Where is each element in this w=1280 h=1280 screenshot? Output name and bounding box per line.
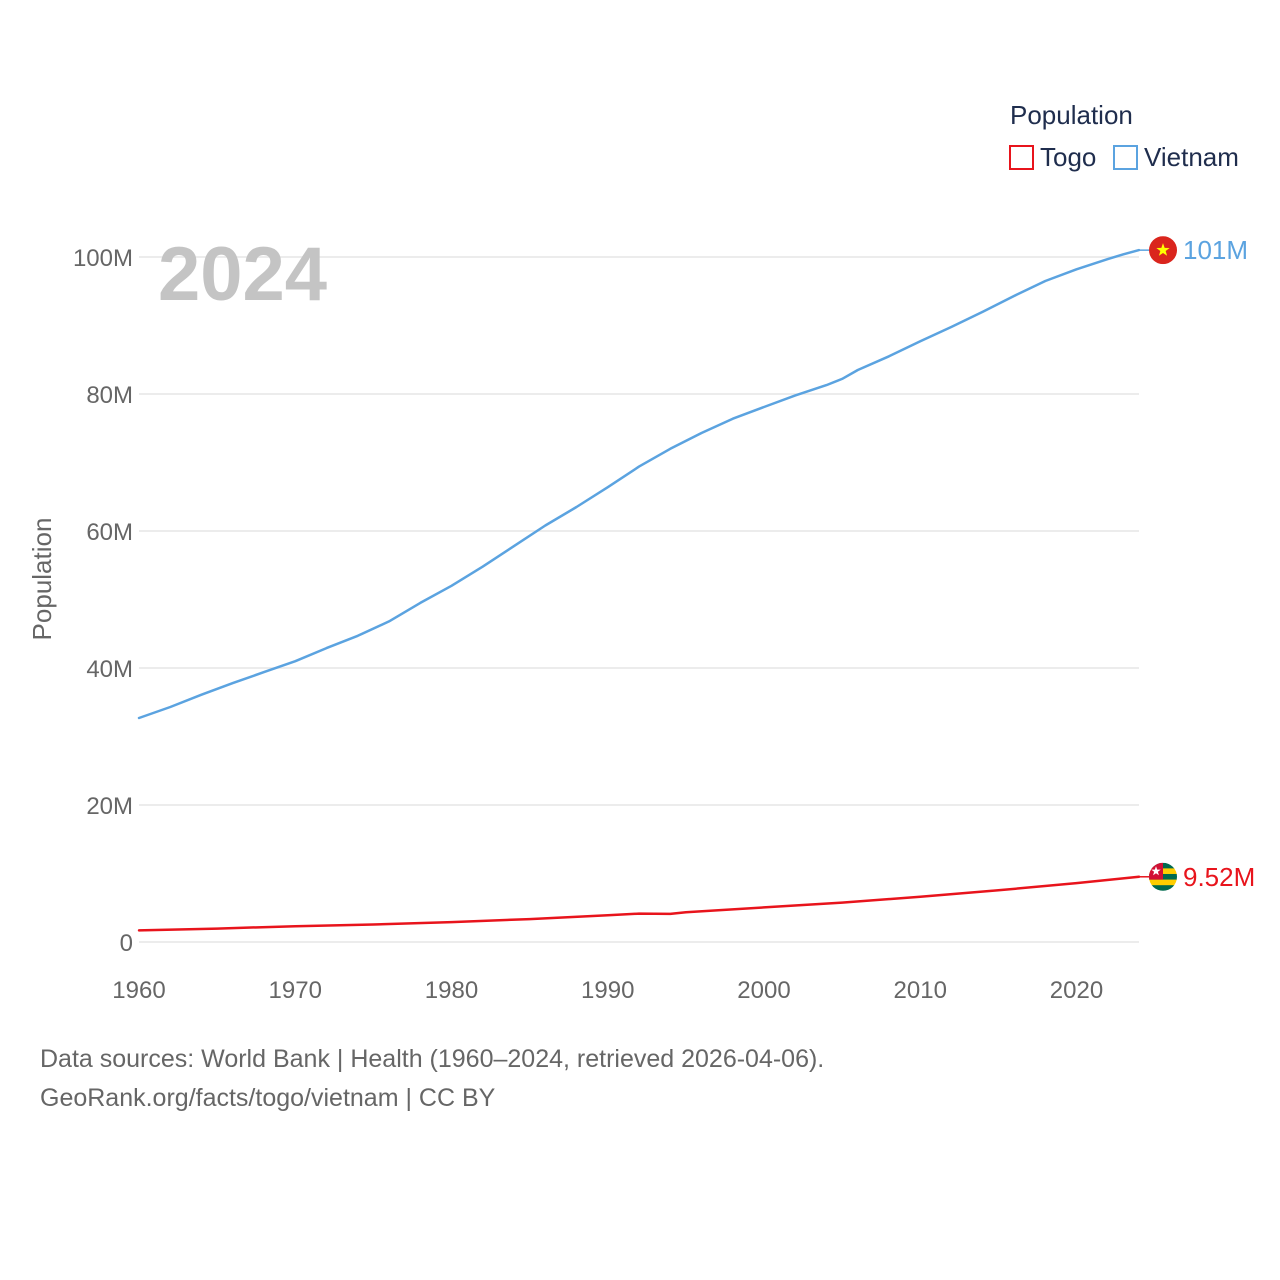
year-label: 2024 <box>158 232 327 317</box>
legend-swatch-vietnam[interactable] <box>1113 145 1138 170</box>
togo-flag-icon <box>1149 862 1177 891</box>
y-tick-label: 60M <box>86 519 133 546</box>
x-tick-label: 1990 <box>581 977 634 1004</box>
end-label-togo: 9.52M <box>1183 862 1255 892</box>
y-axis-ticks: 0 20M 40M 60M 80M 100M <box>73 245 133 957</box>
legend-label-togo[interactable]: Togo <box>1040 142 1096 172</box>
series-lines <box>137 248 1141 932</box>
y-tick-label: 80M <box>86 382 133 409</box>
y-tick-label: 0 <box>120 930 133 957</box>
source-note: Data sources: World Bank | Health (1960–… <box>40 1040 824 1118</box>
x-tick-label: 1960 <box>112 977 165 1004</box>
legend-swatch-togo[interactable] <box>1009 145 1034 170</box>
y-tick-label: 40M <box>86 656 133 683</box>
legend-label-vietnam[interactable]: Vietnam <box>1144 142 1239 172</box>
end-label-vietnam: 101M <box>1183 235 1248 265</box>
source-line-data: Data sources: World Bank | Health (1960–… <box>40 1045 825 1073</box>
series-endpoints: 9.52M 101M <box>1139 235 1255 892</box>
legend-title: Population <box>1010 100 1133 130</box>
vietnam-flag-icon <box>1149 236 1177 265</box>
x-tick-label: 2020 <box>1050 977 1103 1004</box>
y-tick-label: 100M <box>73 245 133 272</box>
x-tick-label: 2010 <box>894 977 947 1004</box>
gridlines <box>139 256 1139 943</box>
legend: Population Togo Vietnam <box>1009 100 1239 172</box>
x-tick-label: 2000 <box>737 977 790 1004</box>
x-tick-label: 1970 <box>269 977 322 1004</box>
x-tick-label: 1980 <box>425 977 478 1004</box>
source-line-link[interactable]: GeoRank.org/facts/togo/vietnam | CC BY <box>40 1084 496 1112</box>
y-tick-label: 20M <box>86 793 133 820</box>
y-axis-title: Population <box>27 518 57 641</box>
x-axis-ticks: 1960 1970 1980 1990 2000 2010 2020 <box>112 977 1103 1004</box>
series-line-togo[interactable] <box>137 875 1141 932</box>
series-line-vietnam[interactable] <box>137 248 1141 720</box>
